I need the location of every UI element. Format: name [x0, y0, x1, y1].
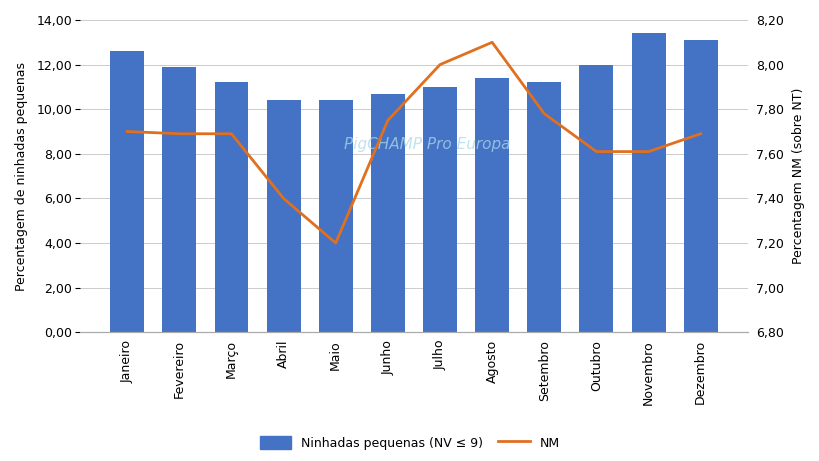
Bar: [266, 100, 301, 332]
Text: PigCHAMP Pro Europa: PigCHAMP Pro Europa: [344, 137, 510, 153]
NM: [590, 149, 600, 154]
NM: [643, 149, 653, 154]
Bar: [319, 100, 352, 332]
Bar: [370, 94, 405, 332]
Bar: [215, 83, 248, 332]
NM: [122, 129, 132, 134]
Bar: [631, 33, 665, 332]
NM: [486, 40, 496, 45]
Y-axis label: Percentagem de ninhadas pequenas: Percentagem de ninhadas pequenas: [15, 62, 28, 290]
Y-axis label: Percentagem NM (sobre NT): Percentagem NM (sobre NT): [791, 88, 804, 264]
Line: NM: NM: [127, 42, 700, 243]
Bar: [527, 83, 560, 332]
Bar: [475, 78, 509, 332]
NM: [695, 131, 705, 136]
NM: [330, 240, 340, 246]
NM: [382, 118, 392, 123]
Bar: [423, 87, 456, 332]
Legend: Ninhadas pequenas (NV ≤ 9), NM: Ninhadas pequenas (NV ≤ 9), NM: [255, 431, 564, 455]
Bar: [579, 65, 613, 332]
Bar: [683, 40, 717, 332]
NM: [278, 195, 288, 201]
NM: [174, 131, 184, 136]
NM: [539, 111, 549, 117]
Bar: [110, 51, 144, 332]
NM: [226, 131, 236, 136]
Bar: [162, 67, 196, 332]
NM: [435, 62, 445, 67]
